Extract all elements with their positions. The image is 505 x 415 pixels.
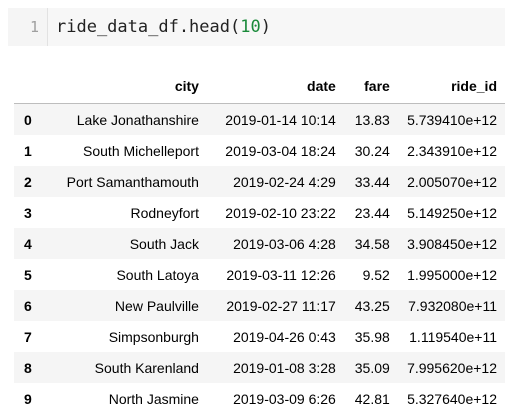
table-row: 3 Rodneyfort 2019-02-10 23:22 23.44 5.14… bbox=[14, 197, 505, 228]
cell-city: South Michelleport bbox=[83, 142, 199, 159]
cell-date: 2019-02-27 11:17 bbox=[226, 297, 336, 314]
column-header-fare: fare bbox=[343, 68, 398, 104]
cell-city: North Jasmine bbox=[108, 390, 199, 407]
code-prefix: ride_data_df.head( bbox=[56, 17, 241, 37]
cell-city: South Latoya bbox=[116, 266, 199, 283]
cell-fare: 35.09 bbox=[354, 359, 390, 376]
header-row: city date fare ride_id bbox=[14, 68, 505, 104]
dataframe-output: city date fare ride_id 0 Lake Jonathansh… bbox=[14, 68, 505, 414]
table-row: 1 South Michelleport 2019-03-04 18:24 30… bbox=[14, 135, 505, 166]
cell-city: Lake Jonathanshire bbox=[76, 111, 199, 128]
row-index: 9 bbox=[24, 390, 32, 407]
table-row: 2 Port Samanthamouth 2019-02-24 4:29 33.… bbox=[14, 166, 505, 197]
row-index: 2 bbox=[24, 173, 32, 190]
cell-city: Simpsonburgh bbox=[108, 328, 199, 345]
cell-date: 2019-02-24 4:29 bbox=[233, 173, 336, 190]
cell-fare: 13.83 bbox=[354, 111, 390, 128]
row-index: 8 bbox=[24, 359, 32, 376]
column-header-ride-id: ride_id bbox=[397, 68, 505, 104]
cell-fare: 30.24 bbox=[354, 142, 390, 159]
cell-city: New Paulville bbox=[114, 297, 199, 314]
table-row: 4 South Jack 2019-03-06 4:28 34.58 3.908… bbox=[14, 228, 505, 259]
index-header bbox=[14, 68, 48, 104]
cell-ride-id: 2.343910e+12 bbox=[407, 142, 497, 159]
row-index: 4 bbox=[24, 235, 32, 252]
table-row: 7 Simpsonburgh 2019-04-26 0:43 35.98 1.1… bbox=[14, 321, 505, 352]
column-header-city: city bbox=[47, 68, 207, 104]
table-row: 6 New Paulville 2019-02-27 11:17 43.25 7… bbox=[14, 290, 505, 321]
table-row: 0 Lake Jonathanshire 2019-01-14 10:14 13… bbox=[14, 103, 505, 135]
cell-date: 2019-01-08 3:28 bbox=[233, 359, 336, 376]
cell-fare: 35.98 bbox=[354, 328, 390, 345]
dataframe-table: city date fare ride_id 0 Lake Jonathansh… bbox=[14, 68, 505, 414]
cell-city: South Jack bbox=[129, 235, 199, 252]
table-row: 5 South Latoya 2019-03-11 12:26 9.52 1.9… bbox=[14, 259, 505, 290]
cell-fare: 23.44 bbox=[354, 204, 390, 221]
line-number: 1 bbox=[8, 8, 48, 46]
row-index: 3 bbox=[24, 204, 32, 221]
cell-ride-id: 5.739410e+12 bbox=[407, 111, 497, 128]
cell-date: 2019-03-09 6:26 bbox=[233, 390, 336, 407]
cell-ride-id: 1.119540e+11 bbox=[409, 328, 497, 345]
cell-city: Port Samanthamouth bbox=[66, 173, 199, 190]
column-header-date: date bbox=[206, 68, 344, 104]
code-number-arg: 10 bbox=[240, 17, 261, 37]
cell-ride-id: 3.908450e+12 bbox=[407, 235, 497, 252]
row-index: 6 bbox=[24, 297, 32, 314]
row-index: 7 bbox=[24, 328, 32, 345]
cell-city: South Karenland bbox=[94, 359, 199, 376]
code-editor[interactable]: ride_data_df.head(10) bbox=[48, 8, 505, 46]
cell-date: 2019-03-11 12:26 bbox=[226, 266, 336, 283]
row-index: 1 bbox=[24, 142, 32, 159]
table-row: 8 South Karenland 2019-01-08 3:28 35.09 … bbox=[14, 352, 505, 383]
row-index: 5 bbox=[24, 266, 32, 283]
cell-date: 2019-01-14 10:14 bbox=[225, 111, 336, 128]
code-cell[interactable]: 1 ride_data_df.head(10) bbox=[8, 8, 505, 46]
cell-fare: 33.44 bbox=[354, 173, 390, 190]
cell-ride-id: 5.149250e+12 bbox=[407, 204, 497, 221]
cell-city: Rodneyfort bbox=[130, 204, 199, 221]
cell-fare: 34.58 bbox=[354, 235, 390, 252]
cell-fare: 42.81 bbox=[354, 390, 390, 407]
cell-date: 2019-03-04 18:24 bbox=[225, 142, 336, 159]
cell-date: 2019-04-26 0:43 bbox=[233, 328, 336, 345]
cell-ride-id: 2.005070e+12 bbox=[407, 173, 497, 190]
cell-ride-id: 7.932080e+11 bbox=[408, 297, 497, 314]
cell-ride-id: 5.327640e+12 bbox=[407, 390, 497, 407]
cell-fare: 9.52 bbox=[362, 266, 390, 283]
cell-ride-id: 7.995620e+12 bbox=[407, 359, 497, 376]
row-index: 0 bbox=[24, 111, 32, 128]
code-suffix: ) bbox=[260, 17, 271, 37]
cell-ride-id: 1.995000e+12 bbox=[407, 266, 497, 283]
cell-fare: 43.25 bbox=[354, 297, 390, 314]
cell-date: 2019-03-06 4:28 bbox=[233, 235, 336, 252]
table-row: 9 North Jasmine 2019-03-09 6:26 42.81 5.… bbox=[14, 383, 505, 414]
cell-date: 2019-02-10 23:22 bbox=[225, 204, 336, 221]
